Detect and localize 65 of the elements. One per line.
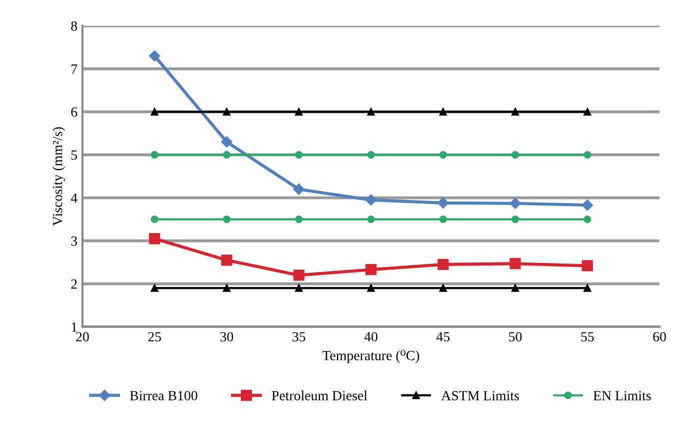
point bbox=[511, 284, 520, 292]
point bbox=[293, 270, 304, 281]
point bbox=[439, 150, 447, 159]
point bbox=[221, 136, 232, 148]
point bbox=[295, 284, 303, 292]
point bbox=[582, 200, 593, 211]
point bbox=[511, 215, 520, 224]
point bbox=[149, 233, 160, 244]
point bbox=[222, 108, 231, 116]
y-tick-label: 4 bbox=[70, 193, 78, 203]
point bbox=[584, 215, 592, 224]
x-tick-label: 25 bbox=[148, 332, 161, 342]
y-tick-label: 5 bbox=[71, 150, 78, 160]
point bbox=[367, 284, 375, 292]
point bbox=[511, 108, 520, 116]
point bbox=[367, 108, 375, 116]
point bbox=[439, 108, 447, 116]
point bbox=[511, 150, 520, 159]
x-tick-label: 35 bbox=[292, 332, 306, 342]
point bbox=[439, 284, 447, 292]
point bbox=[295, 215, 303, 224]
point bbox=[365, 264, 377, 276]
x-axis-title: Temperature (⁰C) bbox=[322, 350, 420, 364]
point bbox=[150, 150, 158, 159]
point bbox=[367, 215, 375, 224]
point bbox=[222, 284, 231, 292]
x-tick-label: 30 bbox=[220, 332, 234, 342]
point bbox=[438, 258, 449, 270]
point bbox=[150, 108, 158, 116]
point bbox=[439, 215, 447, 224]
point bbox=[584, 150, 592, 159]
y-axis-title: Viscosity (mm²/s) bbox=[52, 127, 66, 226]
y-tick-label: 6 bbox=[71, 107, 78, 117]
point bbox=[365, 194, 377, 206]
point bbox=[582, 260, 593, 272]
point bbox=[584, 284, 592, 292]
legend-label: ASTM Limits bbox=[441, 390, 519, 400]
x-tick-label: 55 bbox=[581, 332, 594, 342]
legend-label: Petroleum Diesel bbox=[272, 390, 368, 400]
point bbox=[295, 108, 303, 116]
point bbox=[510, 198, 521, 209]
point bbox=[148, 50, 160, 62]
point bbox=[584, 108, 592, 116]
point bbox=[510, 258, 521, 270]
point bbox=[438, 197, 449, 209]
point bbox=[293, 184, 304, 195]
y-tick-label: 2 bbox=[71, 279, 77, 289]
point bbox=[222, 150, 231, 159]
legend-label: Birrea B100 bbox=[130, 390, 198, 400]
point bbox=[295, 150, 303, 159]
y-tick-label: 7 bbox=[72, 64, 78, 74]
point bbox=[150, 215, 158, 224]
y-tick-label: 3 bbox=[71, 236, 78, 246]
x-tick-label: 40 bbox=[364, 332, 378, 342]
y-tick-label: 1 bbox=[72, 322, 77, 332]
legend-label: EN Limits bbox=[593, 390, 651, 400]
x-tick-label: 45 bbox=[436, 332, 450, 342]
y-tick-label: 8 bbox=[71, 21, 78, 31]
x-tick-label: 50 bbox=[509, 332, 522, 342]
point bbox=[221, 254, 232, 266]
x-tick-label: 60 bbox=[653, 332, 666, 342]
x-tick-label: 20 bbox=[76, 332, 89, 342]
point bbox=[150, 284, 158, 292]
point bbox=[367, 150, 375, 159]
point bbox=[222, 215, 231, 224]
